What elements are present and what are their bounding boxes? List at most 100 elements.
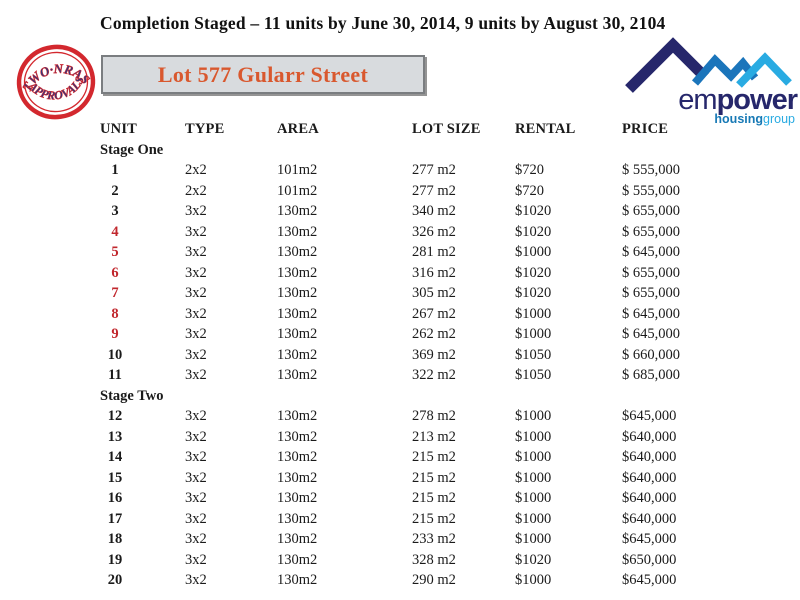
cell-type: 3x2: [185, 244, 207, 260]
cell-price: $ 655,000: [622, 203, 680, 219]
table-row: 5 3x2 130m2 281 m2 $1000 $ 645,000: [100, 242, 712, 263]
table-row: 14 3x2 130m2 215 m2 $1000 $640,000: [100, 447, 712, 468]
nras-approvals-stamp: TWO·NRAS APPROVALS: [14, 42, 98, 122]
units-table: UNIT TYPE AREA LOT SIZE RENTAL PRICE Sta…: [100, 119, 712, 591]
cell-type: 3x2: [185, 449, 207, 465]
stage-label: Stage Two: [100, 387, 164, 404]
logo-word-housing: housing: [714, 112, 764, 126]
cell-price: $640,000: [622, 428, 677, 445]
logo-word-power: power: [716, 84, 798, 116]
table-header-row: UNIT TYPE AREA LOT SIZE RENTAL PRICE: [100, 119, 712, 140]
cell-lot-size: 215 m2: [412, 510, 456, 527]
unit-number: 12: [107, 408, 123, 424]
table-row: 3 3x2 130m2 340 m2 $1020 $ 655,000: [100, 201, 712, 222]
cell-type: 3x2: [185, 510, 207, 527]
unit-number: 3: [111, 203, 119, 219]
cell-type: 3x2: [185, 264, 207, 281]
table-row: 13 3x2 130m2 213 m2 $1000 $640,000: [100, 427, 712, 448]
cell-type: 3x2: [185, 490, 207, 506]
cell-unit: 8: [100, 304, 185, 325]
cell-unit: 16: [100, 488, 185, 509]
cell-price: $ 660,000: [622, 346, 680, 363]
cell-type: 3x2: [185, 203, 207, 219]
cell-unit: 11: [100, 365, 185, 386]
cell-area: 130m2: [277, 244, 318, 260]
unit-number: 7: [111, 285, 119, 301]
cell-area: 130m2: [277, 449, 318, 465]
cell-unit: 6: [100, 263, 185, 284]
cell-area: 130m2: [277, 223, 318, 240]
cell-area: 130m2: [277, 326, 318, 342]
table-row: 18 3x2 130m2 233 m2 $1000 $645,000: [100, 529, 712, 550]
unit-number: 2: [111, 182, 119, 199]
table-row: 8 3x2 130m2 267 m2 $1000 $ 645,000: [100, 304, 712, 325]
unit-number: 8: [111, 305, 119, 322]
cell-type: 3x2: [185, 305, 207, 322]
cell-lot-size: 262 m2: [412, 326, 456, 342]
cell-rental: $1000: [515, 572, 552, 588]
column-header-price: PRICE: [622, 121, 669, 137]
cell-lot-size: 267 m2: [412, 305, 456, 322]
unit-number: 19: [107, 551, 123, 568]
cell-type: 3x2: [185, 408, 207, 424]
cell-unit: 18: [100, 529, 185, 550]
table-row: 17 3x2 130m2 215 m2 $1000 $640,000: [100, 509, 712, 530]
column-header-area: AREA: [277, 121, 319, 137]
cell-rental: $1000: [515, 244, 552, 260]
cell-price: $ 685,000: [622, 367, 680, 383]
cell-rental: $720: [515, 182, 544, 199]
cell-type: 3x2: [185, 223, 207, 240]
stage-label: Stage One: [100, 141, 164, 158]
cell-area: 130m2: [277, 551, 318, 568]
cell-unit: 9: [100, 324, 185, 345]
logo-word-em: em: [678, 84, 717, 116]
cell-rental: $1020: [515, 203, 552, 219]
cell-type: 3x2: [185, 551, 207, 568]
table-row: 19 3x2 130m2 328 m2 $1020 $650,000: [100, 550, 712, 571]
cell-unit: 10: [100, 345, 185, 366]
cell-rental: $1020: [515, 223, 552, 240]
cell-lot-size: 277 m2: [412, 162, 456, 178]
cell-unit: 12: [100, 406, 185, 427]
logo-subtitle: housinggroup: [714, 113, 795, 126]
cell-area: 130m2: [277, 572, 318, 588]
cell-unit: 7: [100, 283, 185, 304]
cell-unit: 17: [100, 509, 185, 530]
cell-rental: $1000: [515, 510, 552, 527]
cell-rental: $1000: [515, 531, 552, 547]
table-row: 10 3x2 130m2 369 m2 $1050 $ 660,000: [100, 345, 712, 366]
cell-type: 3x2: [185, 428, 207, 445]
cell-price: $645,000: [622, 572, 677, 588]
unit-number: 14: [107, 449, 123, 465]
table-row: 9 3x2 130m2 262 m2 $1000 $ 645,000: [100, 324, 712, 345]
cell-price: $ 655,000: [622, 285, 680, 301]
cell-rental: $1000: [515, 490, 552, 506]
cell-type: 2x2: [185, 182, 207, 199]
table-row: 7 3x2 130m2 305 m2 $1020 $ 655,000: [100, 283, 712, 304]
cell-type: 3x2: [185, 531, 207, 547]
cell-rental: $1050: [515, 346, 552, 363]
table-row: 12 3x2 130m2 278 m2 $1000 $645,000: [100, 406, 712, 427]
cell-lot-size: 233 m2: [412, 531, 456, 547]
cell-price: $ 655,000: [622, 264, 680, 281]
cell-unit: 5: [100, 242, 185, 263]
cell-lot-size: 215 m2: [412, 490, 456, 506]
cell-lot-size: 277 m2: [412, 182, 456, 199]
cell-rental: $720: [515, 162, 544, 178]
cell-rental: $1000: [515, 449, 552, 465]
table-row: 16 3x2 130m2 215 m2 $1000 $640,000: [100, 488, 712, 509]
table-row: 15 3x2 130m2 215 m2 $1000 $640,000: [100, 468, 712, 489]
cell-lot-size: 340 m2: [412, 203, 456, 219]
stamp-graphic: TWO·NRAS APPROVALS: [16, 44, 96, 120]
unit-number: 6: [111, 264, 119, 281]
column-header-lot-size: LOT SIZE: [412, 121, 481, 137]
cell-rental: $1000: [515, 305, 552, 322]
unit-number: 16: [107, 490, 123, 506]
cell-lot-size: 290 m2: [412, 572, 456, 588]
cell-lot-size: 328 m2: [412, 551, 456, 568]
cell-lot-size: 278 m2: [412, 408, 456, 424]
cell-area: 130m2: [277, 408, 318, 424]
lot-address-label: Lot 577 Gularr Street: [157, 61, 369, 87]
cell-unit: 14: [100, 447, 185, 468]
empower-logo: empower housinggroup: [615, 33, 798, 126]
